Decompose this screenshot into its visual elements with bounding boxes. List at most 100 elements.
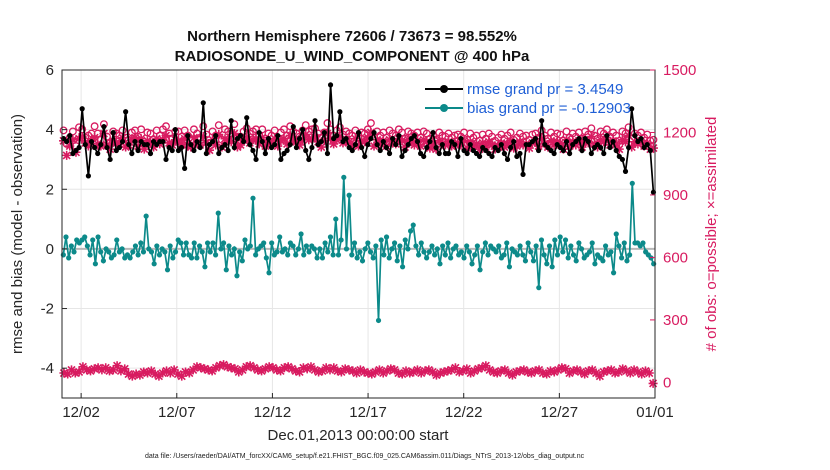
rmse-point <box>172 127 178 133</box>
obs-assimilated-point <box>537 134 547 144</box>
rmse-point <box>250 147 256 154</box>
rmse-point <box>82 141 88 148</box>
rmse-point <box>327 82 334 88</box>
obs-assimilated-point <box>366 127 376 137</box>
rmse-point <box>396 133 402 139</box>
obs-bottom-point <box>439 367 449 377</box>
bias-point <box>282 246 288 252</box>
obs-bottom-point <box>458 366 468 376</box>
obs-bottom-point <box>435 368 445 378</box>
obs-assimilated-point <box>322 129 332 139</box>
obs-assimilated-point <box>422 137 432 147</box>
bias-point <box>143 213 149 219</box>
obs-assimilated-point <box>400 142 410 152</box>
rmse-point <box>343 135 349 142</box>
rmse-point <box>259 138 265 145</box>
bias-point <box>530 258 537 264</box>
bias-point <box>546 243 553 249</box>
obs-assimilated-point <box>444 137 454 147</box>
obs-assimilated-point <box>611 139 621 149</box>
obs-bottom-point <box>549 367 559 377</box>
rmse-point <box>455 153 461 160</box>
bias-point <box>221 240 227 246</box>
bias-point <box>333 216 339 222</box>
obs-bottom-point <box>234 367 244 377</box>
y-right-tick-label: 600 <box>663 249 688 266</box>
obs-assimilated-point <box>295 140 305 150</box>
rmse-point <box>231 144 237 151</box>
bias-point <box>466 249 472 255</box>
obs-assimilated-point <box>285 131 295 141</box>
obs-assimilated-point <box>236 140 246 150</box>
obs-assimilated-point <box>319 136 329 146</box>
obs-assimilated-point <box>350 134 360 144</box>
obs-assimilated-point <box>599 137 609 147</box>
obs-bottom-point <box>86 366 96 376</box>
rmse-point <box>489 153 495 160</box>
rmse-point <box>116 144 123 151</box>
x-tick-label: 12/07 <box>158 404 196 421</box>
rmse-point <box>632 133 638 139</box>
rmse-point <box>414 138 421 145</box>
rmse-point <box>241 138 247 145</box>
bias-point <box>148 249 155 255</box>
y-right-tick-label: 1500 <box>663 62 696 79</box>
obs-bottom-point <box>443 366 453 376</box>
obs-assimilated-point <box>456 140 466 150</box>
rmse-point <box>610 138 616 145</box>
rmse-series <box>60 82 657 195</box>
y-right-tick-label: 1200 <box>663 124 696 141</box>
rmse-point <box>458 135 464 142</box>
bias-point <box>194 255 200 261</box>
obs-assimilated-point <box>282 139 292 149</box>
rmse-point <box>498 141 504 148</box>
bias-point <box>359 258 366 264</box>
bias-point <box>341 174 347 180</box>
bias-point <box>183 240 189 246</box>
y-tick-label: 6 <box>46 62 54 79</box>
obs-bottom-point <box>173 369 183 379</box>
obs-assimilated-point <box>518 140 528 150</box>
obs-bottom-point <box>192 362 202 372</box>
obs-bottom-point <box>393 368 403 378</box>
obs-assimilated-point <box>462 143 472 153</box>
bias-point <box>325 249 331 255</box>
bias-point <box>100 258 107 264</box>
rmse-point <box>275 133 281 139</box>
bias-point <box>602 243 609 249</box>
bias-point <box>204 240 211 246</box>
bias-point <box>330 252 336 258</box>
obs-assimilated-point <box>329 139 339 149</box>
obs-assimilated-point <box>170 135 180 145</box>
rmse-point <box>508 144 514 151</box>
obs-possible-point <box>624 123 633 132</box>
bias-point <box>576 240 582 246</box>
bias-point <box>496 243 502 249</box>
obs-assimilated-point <box>279 134 289 144</box>
obs-bottom-point <box>59 368 69 378</box>
bias-point <box>421 249 427 255</box>
bias-point <box>362 246 368 252</box>
legend-bias-label: bias grand pr = -0.12903 <box>467 100 631 117</box>
bias-point <box>114 237 120 243</box>
rmse-point <box>436 150 442 157</box>
rmse-point <box>452 141 458 148</box>
obs-bottom-point <box>241 362 251 372</box>
x-tick-label: 01/01 <box>636 404 674 421</box>
obs-assimilated-point <box>397 136 407 146</box>
bias-point <box>218 246 224 252</box>
y-tick-label: 0 <box>46 241 54 258</box>
obs-assimilated-point <box>614 144 624 154</box>
obs-bottom-point <box>116 366 126 376</box>
bias-point <box>90 237 96 243</box>
bias-point <box>586 249 593 255</box>
obs-assimilated-point <box>565 141 575 151</box>
bias-point <box>68 243 74 249</box>
obs-bottom-point <box>477 363 487 373</box>
bias-point <box>212 252 219 258</box>
y-tick-label: -2 <box>41 301 54 318</box>
obs-bottom-point <box>321 363 331 373</box>
obs-possible-point <box>602 125 611 134</box>
obs-bottom-point <box>222 362 232 372</box>
bias-point <box>504 240 510 246</box>
